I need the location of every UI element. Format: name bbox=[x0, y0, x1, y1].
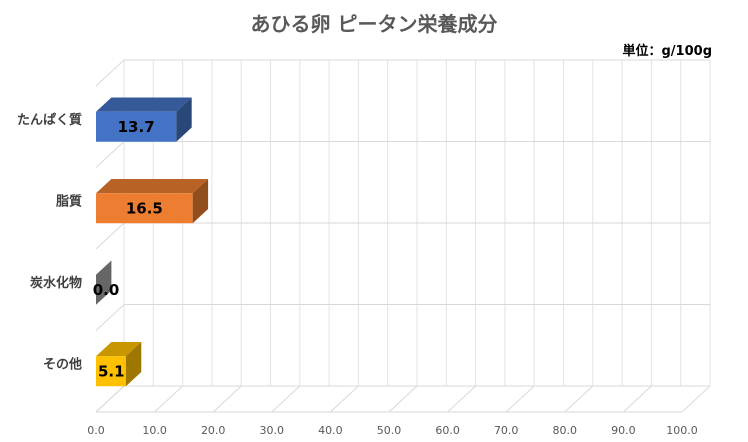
floor-gridline bbox=[447, 385, 476, 413]
floor-gridline bbox=[681, 385, 711, 413]
floor-gridline bbox=[271, 385, 301, 413]
floor-gridline bbox=[154, 385, 183, 413]
bar-end-face bbox=[125, 341, 142, 387]
data-label: 0.0 bbox=[93, 281, 120, 299]
x-tick-label: 90.0 bbox=[611, 424, 636, 437]
side-wall-gridline bbox=[95, 59, 125, 87]
x-tick-label: 30.0 bbox=[260, 424, 285, 437]
x-tick-label: 40.0 bbox=[318, 424, 343, 437]
floor-gridline bbox=[564, 385, 594, 413]
bar-top-face bbox=[96, 178, 209, 194]
floor-gridline bbox=[212, 385, 242, 413]
bar bbox=[96, 111, 177, 142]
x-tick-label: 20.0 bbox=[201, 424, 226, 437]
x-tick-label: 10.0 bbox=[142, 424, 167, 437]
floor-gridline bbox=[388, 385, 418, 413]
floor-gridline bbox=[505, 385, 535, 413]
bar bbox=[96, 356, 126, 387]
bar-top-face bbox=[96, 97, 192, 112]
x-tick-label: 80.0 bbox=[553, 424, 578, 437]
category-label: たんぱく質 bbox=[17, 112, 82, 128]
x-tick-label: 60.0 bbox=[435, 424, 460, 437]
side-wall-gridline bbox=[95, 222, 125, 250]
side-wall-gridline bbox=[95, 141, 125, 168]
category-label: 炭水化物 bbox=[30, 275, 82, 291]
side-wall-gridline bbox=[95, 385, 125, 413]
bar bbox=[96, 193, 193, 224]
side-wall-gridline bbox=[95, 304, 125, 331]
chart-title: あひる卵 ピータン栄養成分 bbox=[250, 12, 498, 36]
x-tick-label: 50.0 bbox=[377, 424, 402, 437]
data-label: 16.5 bbox=[126, 199, 163, 217]
unit-label: 単位：g/100g bbox=[622, 44, 713, 59]
bar-end-face bbox=[96, 260, 112, 305]
bar-top-face bbox=[96, 341, 142, 357]
bar-end-face bbox=[192, 178, 209, 224]
data-label: 5.1 bbox=[98, 362, 125, 380]
data-label: 13.7 bbox=[118, 118, 155, 136]
x-tick-label: 100.0 bbox=[666, 424, 698, 437]
floor-gridline bbox=[623, 385, 652, 413]
category-label: その他 bbox=[43, 356, 82, 372]
x-tick-label: 70.0 bbox=[494, 424, 519, 437]
floor-gridline bbox=[330, 385, 359, 413]
bar-end-face bbox=[176, 97, 192, 142]
category-label: 脂質 bbox=[55, 193, 82, 209]
x-tick-label: 0.0 bbox=[87, 424, 105, 437]
